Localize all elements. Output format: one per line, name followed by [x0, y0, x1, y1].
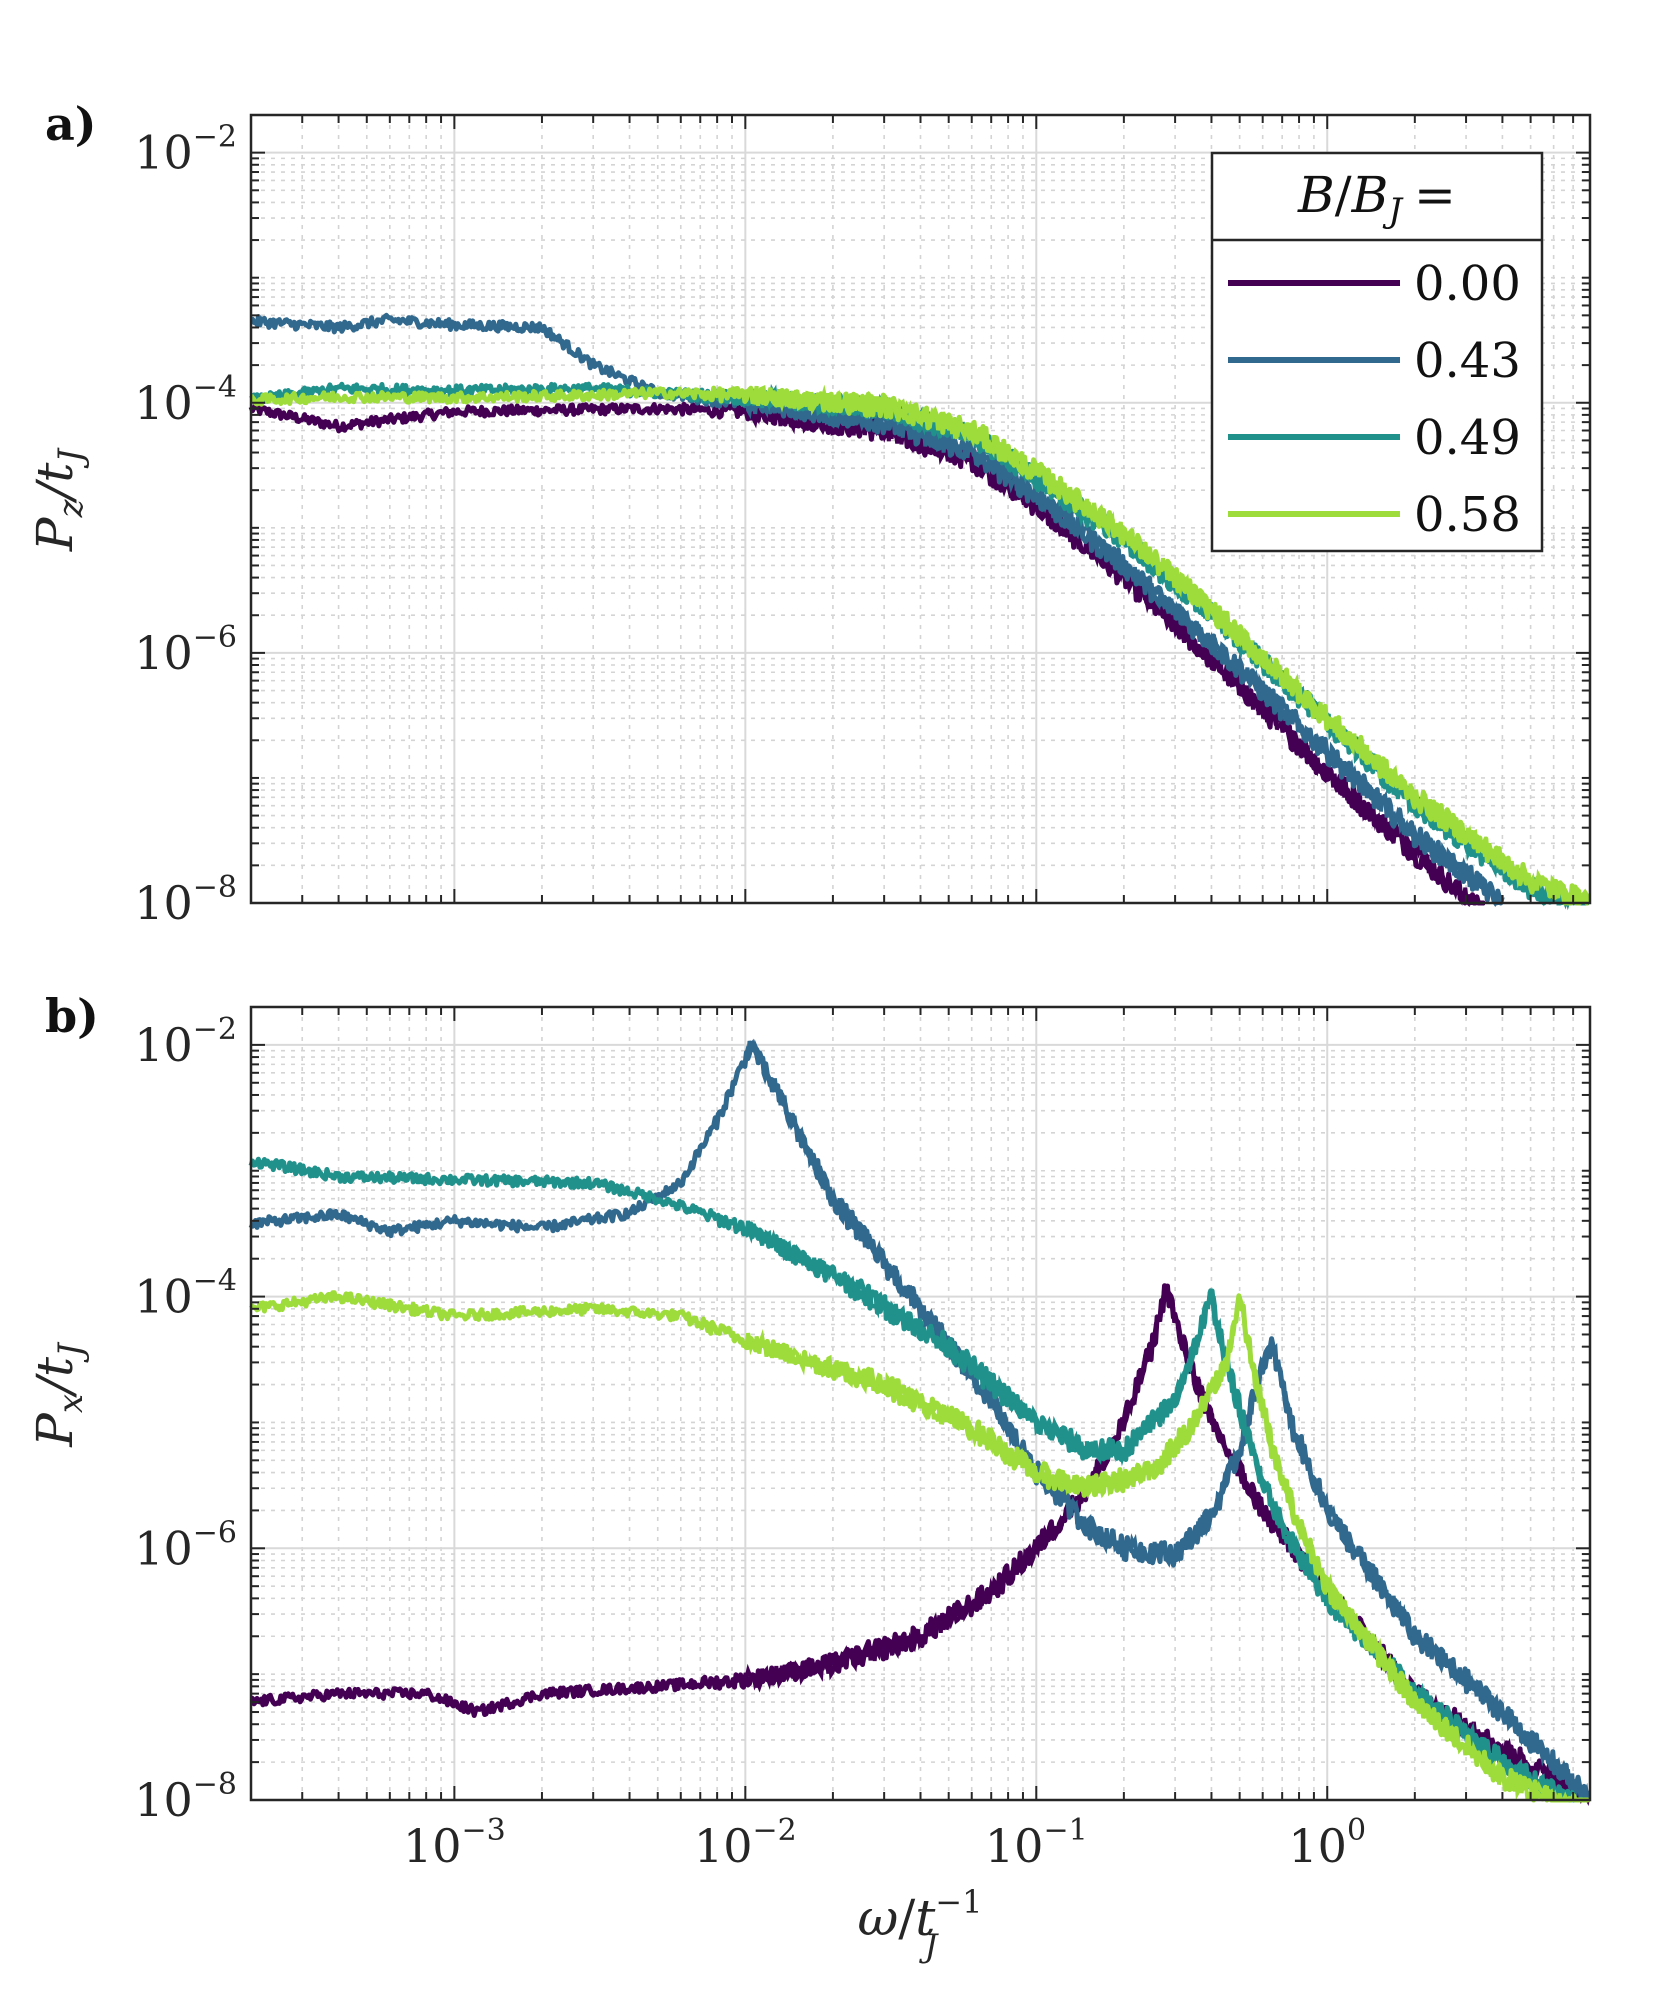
panel-a: 10−2 10−4 10−6 10−8 a) Pz/tJ B/BJ = 0.00 0.43…: [26, 97, 1592, 930]
legend-label-0.43: 0.43: [1414, 333, 1521, 389]
series-group-b: [248, 1038, 1592, 1806]
legend: B/BJ = 0.00 0.43 0.49 0.58: [1210, 151, 1544, 553]
y-tick-label: 10−2: [134, 120, 237, 180]
y-tick-label: 10−2: [134, 1012, 237, 1072]
x-tick-label: 10−2: [694, 1813, 797, 1873]
y-axis-label-a: Pz/tJ: [26, 447, 91, 553]
series-noise-0.49: [744, 1220, 1590, 1802]
x-tick-label: 10−3: [403, 1813, 506, 1873]
legend-label-0.00: 0.00: [1414, 256, 1521, 312]
legend-entries: 0.00 0.43 0.49 0.58: [1228, 256, 1521, 543]
y-tick-label: 10−6: [134, 620, 237, 680]
series-noise-0.58: [744, 1298, 1590, 1803]
ticks-a: [250, 114, 1591, 904]
y-tick-label: 10−4: [134, 1264, 237, 1324]
panel-b: 10−2 10−4 10−6 10−8 10−3 10−2 10−1 100 b) Px/t…: [26, 989, 1592, 1965]
x-tick-label: 10−1: [985, 1813, 1088, 1873]
legend-box: [1210, 151, 1544, 553]
ytick-labels-b: 10−2 10−4 10−6 10−8: [134, 1012, 237, 1827]
panel-label-a: a): [45, 97, 97, 151]
series-line-0.49: [249, 381, 1590, 906]
legend-title: B/BJ =: [1297, 166, 1456, 231]
x-axis-label: ω/t−1 J: [858, 1883, 983, 1965]
series-group-a: [248, 312, 1592, 911]
y-tick-label: 10−4: [134, 370, 237, 430]
ytick-labels-a: 10−2 10−4 10−6 10−8: [134, 120, 237, 930]
series-noise-0.58: [743, 384, 1592, 904]
y-tick-label: 10−8: [134, 870, 237, 930]
legend-label-0.58: 0.58: [1414, 487, 1521, 543]
x-tick-label: 100: [1288, 1813, 1366, 1873]
y-axis-label-b: Px/tJ: [26, 1341, 91, 1448]
ticks-b: [250, 1006, 1591, 1801]
panel-label-b: b): [45, 989, 99, 1043]
series-noise-0.43: [743, 1038, 1592, 1801]
y-tick-label: 10−8: [134, 1767, 237, 1827]
xtick-labels-b: 10−3 10−2 10−1 100: [403, 1813, 1366, 1873]
y-tick-label: 10−6: [134, 1515, 237, 1575]
legend-label-0.49: 0.49: [1414, 410, 1521, 466]
